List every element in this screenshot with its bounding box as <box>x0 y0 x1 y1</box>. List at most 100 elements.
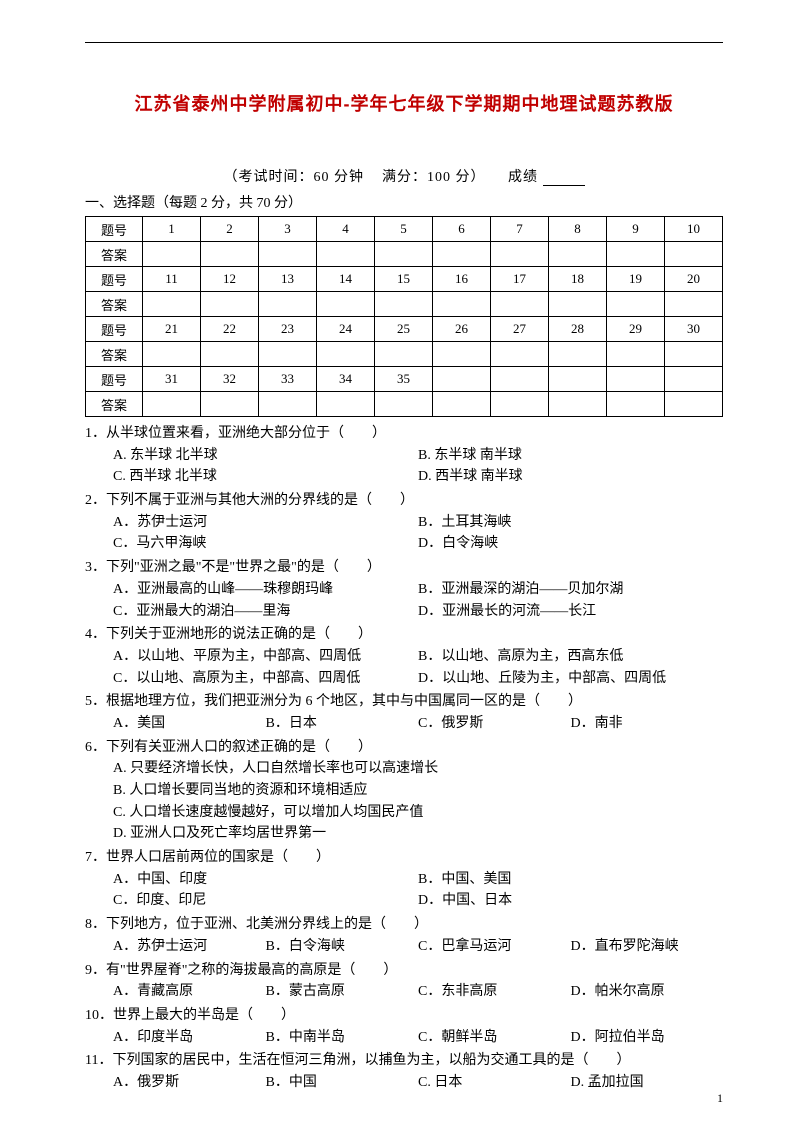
cell <box>259 342 317 367</box>
question: 2．下列不属于亚洲与其他大洲的分界线的是（ ）A．苏伊士运河B．土耳其海峡C．马… <box>85 490 723 555</box>
option-group: A．印度半岛B．中南半岛C．朝鲜半岛D．阿拉伯半岛 <box>113 1027 723 1049</box>
cell: 19 <box>607 267 665 292</box>
cell <box>607 392 665 417</box>
option: A．俄罗斯 <box>113 1072 266 1094</box>
cell <box>665 292 723 317</box>
cell <box>433 292 491 317</box>
question-stem: 5．根据地理方位，我们把亚洲分为 6 个地区，其中与中国属同一区的是（ ） <box>85 691 723 713</box>
cell <box>143 342 201 367</box>
cell: 3 <box>259 217 317 242</box>
option: B. 人口增长要同当地的资源和环境相适应 <box>113 780 723 802</box>
question: 6．下列有关亚洲人口的叙述正确的是（ ）A. 只要经济增长快，人口自然增长率也可… <box>85 737 723 845</box>
option: C．印度、印尼 <box>113 890 418 912</box>
table-row: 答案 <box>86 292 723 317</box>
option: D．亚洲最长的河流——长江 <box>418 601 723 623</box>
question-stem: 3．下列"亚洲之最"不是"世界之最"的是（ ） <box>85 557 723 579</box>
option: C．东非高原 <box>418 981 571 1003</box>
option-group: A．以山地、平原为主，中部高、四周低B．以山地、高原为主，西高东低C．以山地、高… <box>113 646 723 689</box>
question: 1．从半球位置来看，亚洲绝大部分位于（ ）A. 东半球 北半球B. 东半球 南半… <box>85 423 723 488</box>
question: 10．世界上最大的半岛是（ ）A．印度半岛B．中南半岛C．朝鲜半岛D．阿拉伯半岛 <box>85 1005 723 1048</box>
cell: 30 <box>665 317 723 342</box>
option-group: A．青藏高原B．蒙古高原C．东非高原D．帕米尔高原 <box>113 981 723 1003</box>
option: A. 东半球 北半球 <box>113 445 418 467</box>
cell: 18 <box>549 267 607 292</box>
cell: 16 <box>433 267 491 292</box>
question: 9．有"世界屋脊"之称的海拔最高的高原是（ ）A．青藏高原B．蒙古高原C．东非高… <box>85 960 723 1003</box>
question-stem: 9．有"世界屋脊"之称的海拔最高的高原是（ ） <box>85 960 723 982</box>
cell <box>491 367 549 392</box>
table-row: 答案 <box>86 242 723 267</box>
option: D. 孟加拉国 <box>571 1072 724 1094</box>
cell <box>549 392 607 417</box>
time-label: （考试时间：60 分钟 <box>224 170 365 185</box>
option: D．白令海峡 <box>418 533 723 555</box>
table-row: 题号 11 12 13 14 15 16 17 18 19 20 <box>86 267 723 292</box>
option-group: A．俄罗斯B．中国C. 日本D. 孟加拉国 <box>113 1072 723 1094</box>
option: B．中国、美国 <box>418 869 723 891</box>
cell <box>375 292 433 317</box>
option: B．中南半岛 <box>266 1027 419 1049</box>
row-label-ans: 答案 <box>86 392 143 417</box>
cell: 31 <box>143 367 201 392</box>
option: D．南非 <box>571 713 724 735</box>
cell <box>143 292 201 317</box>
cell: 4 <box>317 217 375 242</box>
cell <box>259 392 317 417</box>
option: B. 东半球 南半球 <box>418 445 723 467</box>
exam-page: 江苏省泰州中学附属初中-学年七年级下学期期中地理试题苏教版 （考试时间：60 分… <box>0 0 793 1136</box>
cell: 15 <box>375 267 433 292</box>
cell: 27 <box>491 317 549 342</box>
question-stem: 11．下列国家的居民中，生活在恒河三角洲，以捕鱼为主，以船为交通工具的是（ ） <box>85 1050 723 1072</box>
cell <box>143 392 201 417</box>
question-stem: 4．下列关于亚洲地形的说法正确的是（ ） <box>85 624 723 646</box>
cell: 5 <box>375 217 433 242</box>
option: A．印度半岛 <box>113 1027 266 1049</box>
option: D. 西半球 南半球 <box>418 466 723 488</box>
row-label-ans: 答案 <box>86 292 143 317</box>
cell <box>665 342 723 367</box>
option: C．亚洲最大的湖泊——里海 <box>113 601 418 623</box>
cell: 21 <box>143 317 201 342</box>
option: C．巴拿马运河 <box>418 936 571 958</box>
option: C．马六甲海峡 <box>113 533 418 555</box>
table-row: 题号 21 22 23 24 25 26 27 28 29 30 <box>86 317 723 342</box>
cell <box>607 342 665 367</box>
page-number: 1 <box>717 1091 723 1106</box>
option-group: A. 只要经济增长快，人口自然增长率也可以高速增长B. 人口增长要同当地的资源和… <box>113 758 723 845</box>
option: C. 日本 <box>418 1072 571 1094</box>
row-label-ans: 答案 <box>86 342 143 367</box>
cell <box>259 242 317 267</box>
option-group: A．亚洲最高的山峰——珠穆朗玛峰B．亚洲最深的湖泊——贝加尔湖C．亚洲最大的湖泊… <box>113 579 723 622</box>
question-stem: 8．下列地方，位于亚洲、北美洲分界线上的是（ ） <box>85 914 723 936</box>
cell: 10 <box>665 217 723 242</box>
cell <box>201 342 259 367</box>
cell: 33 <box>259 367 317 392</box>
cell: 32 <box>201 367 259 392</box>
question-stem: 2．下列不属于亚洲与其他大洲的分界线的是（ ） <box>85 490 723 512</box>
option: D．直布罗陀海峡 <box>571 936 724 958</box>
cell: 1 <box>143 217 201 242</box>
cell: 13 <box>259 267 317 292</box>
option: A．以山地、平原为主，中部高、四周低 <box>113 646 418 668</box>
option: B．蒙古高原 <box>266 981 419 1003</box>
cell <box>317 392 375 417</box>
option: B．以山地、高原为主，西高东低 <box>418 646 723 668</box>
row-label-ans: 答案 <box>86 242 143 267</box>
cell <box>433 392 491 417</box>
cell <box>491 292 549 317</box>
cell <box>549 342 607 367</box>
option: C. 西半球 北半球 <box>113 466 418 488</box>
cell <box>375 392 433 417</box>
cell: 34 <box>317 367 375 392</box>
cell: 28 <box>549 317 607 342</box>
cell <box>143 242 201 267</box>
option: D．中国、日本 <box>418 890 723 912</box>
cell <box>491 392 549 417</box>
cell: 11 <box>143 267 201 292</box>
table-row: 答案 <box>86 342 723 367</box>
table-row: 题号 1 2 3 4 5 6 7 8 9 10 <box>86 217 723 242</box>
cell: 22 <box>201 317 259 342</box>
option: D. 亚洲人口及死亡率均居世界第一 <box>113 823 723 845</box>
cell: 25 <box>375 317 433 342</box>
section-1-heading: 一、选择题（每题 2 分，共 70 分） <box>85 192 723 212</box>
